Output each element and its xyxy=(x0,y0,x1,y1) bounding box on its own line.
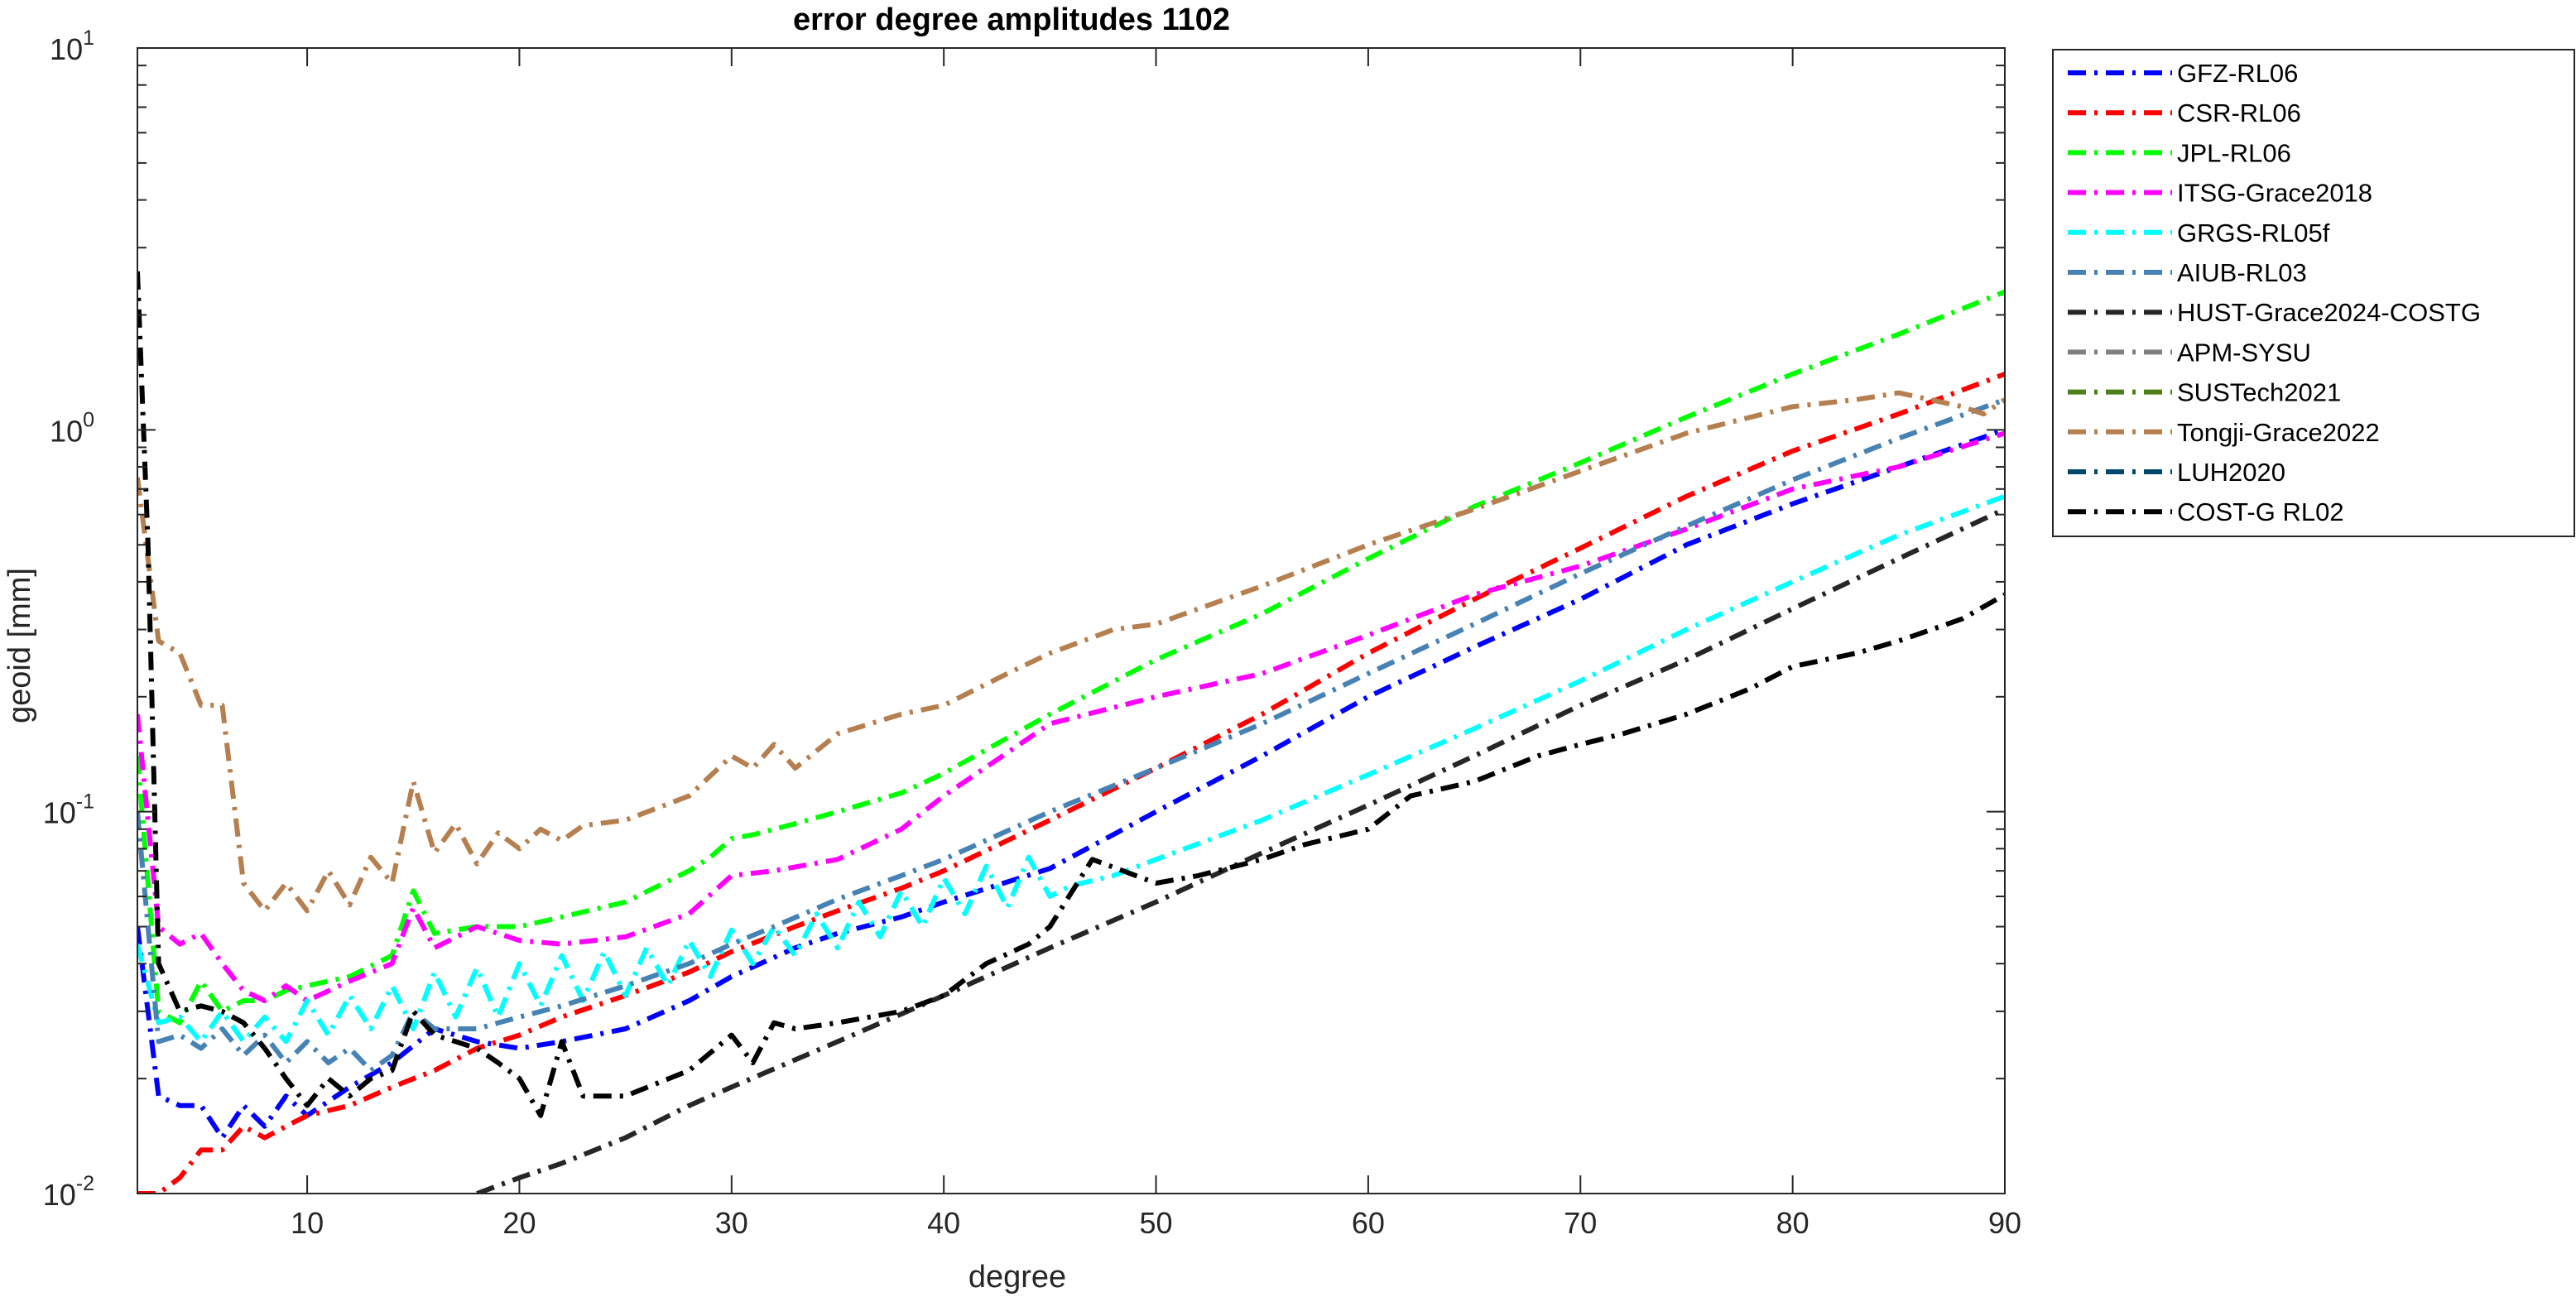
series-line-3 xyxy=(137,430,2005,1003)
legend-label-1: CSR-RL06 xyxy=(2177,98,2301,127)
series-line-5 xyxy=(137,396,2005,1074)
series-line-2 xyxy=(137,289,2005,1026)
y-tick-label: 10-1 xyxy=(43,790,94,830)
legend-box xyxy=(2052,49,2575,537)
series-line-4 xyxy=(137,493,2005,1045)
tick-layer: 10 20 30 40 50 60 70 80 90 10-2 10-1 100 101 xyxy=(43,26,2021,1240)
legend: GFZ-RL06 CSR-RL06 JPL-RL06 ITSG-Grace2018 GR… xyxy=(2052,49,2575,537)
plot-area: 10 20 30 40 50 60 70 80 90 10-2 10-1 100 101 xyxy=(43,26,2021,1240)
y-axis-label: geoid [mm] xyxy=(2,568,37,723)
series-line-11 xyxy=(137,271,2005,1118)
legend-label-6: HUST-Grace2024-COSTG xyxy=(2177,298,2481,327)
legend-label-8: SUSTech2021 xyxy=(2177,378,2341,407)
legend-label-5: AIUB-RL03 xyxy=(2177,258,2307,287)
x-tick-label: 80 xyxy=(1776,1206,1809,1240)
series-line-1 xyxy=(137,372,2005,1194)
x-tick-label: 10 xyxy=(291,1206,324,1240)
legend-label-0: GFZ-RL06 xyxy=(2177,59,2298,88)
legend-label-7: APM-SYSU xyxy=(2177,338,2311,367)
x-tick-label: 20 xyxy=(502,1206,536,1240)
series-line-6 xyxy=(476,507,2005,1194)
legend-label-4: GRGS-RL05f xyxy=(2177,219,2330,247)
x-tick-label: 90 xyxy=(1988,1206,2021,1240)
y-tick-label: 100 xyxy=(50,408,94,448)
x-axis-label: degree xyxy=(968,1260,1066,1295)
series-layer xyxy=(137,271,2005,1194)
legend-label-11: COST-G RL02 xyxy=(2177,497,2344,526)
y-tick-label: 10-2 xyxy=(43,1172,94,1212)
chart-title: error degree amplitudes 1102 xyxy=(793,2,1230,37)
x-tick-label: 40 xyxy=(927,1206,960,1240)
legend-label-9: Tongji-Grace2022 xyxy=(2177,418,2380,447)
x-tick-label: 70 xyxy=(1564,1206,1597,1240)
legend-label-3: ITSG-Grace2018 xyxy=(2177,179,2372,208)
x-tick-label: 30 xyxy=(715,1206,748,1240)
axes-box xyxy=(137,47,2006,1194)
series-line-0 xyxy=(137,427,2005,1141)
y-tick-label: 101 xyxy=(50,26,94,66)
legend-label-2: JPL-RL06 xyxy=(2177,138,2291,167)
legend-items: GFZ-RL06 CSR-RL06 JPL-RL06 ITSG-Grace2018 GR… xyxy=(2068,59,2481,526)
legend-label-10: LUH2020 xyxy=(2177,458,2285,487)
x-tick-label: 50 xyxy=(1140,1206,1173,1240)
x-tick-label: 60 xyxy=(1352,1206,1385,1240)
